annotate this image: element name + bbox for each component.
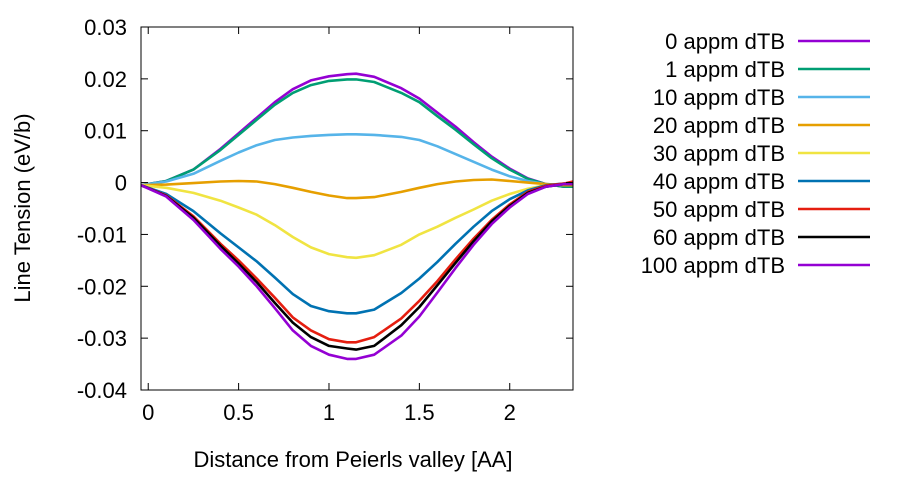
y-tick-label: 0.03 [84, 15, 127, 40]
y-tick-label: 0.01 [84, 119, 127, 144]
legend-label: 20 appm dTB [653, 113, 785, 138]
series-line-100-appm-dtb [141, 182, 573, 361]
y-tick-label: 0 [115, 171, 127, 196]
series-line-10-appm-dtb [141, 133, 573, 187]
legend-label: 60 appm dTB [653, 225, 785, 250]
x-tick-label: 1.5 [404, 400, 435, 425]
y-axis-ticks: 0.03 0.02 0.01 0 -0.01 -0.02 -0.03 -0.04 [77, 15, 573, 403]
x-axis-title: Distance from Peierls valley [AA] [193, 447, 512, 472]
plot-area-frame [140, 26, 574, 391]
legend-label: 100 appm dTB [641, 253, 785, 278]
x-axis-ticks: 0 0.5 1 1.5 2 [142, 27, 516, 425]
series-layer [141, 72, 573, 361]
x-tick-label: 1 [323, 400, 335, 425]
x-tick-label: 2 [504, 400, 516, 425]
legend-label: 1 appm dTB [665, 57, 785, 82]
legend: 0 appm dTB 1 appm dTB 10 appm dTB 20 appm d… [641, 29, 870, 278]
y-tick-label: 0.02 [84, 67, 127, 92]
y-axis-title: Line Tension (eV/b) [10, 113, 35, 302]
series-line-20-appm-dtb [141, 178, 573, 200]
x-tick-label: 0.5 [223, 400, 254, 425]
y-tick-label: -0.03 [77, 326, 127, 351]
series-line-30-appm-dtb [141, 182, 573, 260]
y-tick-label: -0.02 [77, 274, 127, 299]
x-tick-label: 0 [142, 400, 154, 425]
legend-label: 0 appm dTB [665, 29, 785, 54]
y-tick-label: -0.01 [77, 222, 127, 247]
series-line-40-appm-dtb [141, 182, 573, 315]
legend-label: 30 appm dTB [653, 141, 785, 166]
legend-label: 10 appm dTB [653, 85, 785, 110]
series-line-1-appm-dtb [141, 78, 573, 188]
y-tick-label: -0.04 [77, 378, 127, 403]
legend-label: 50 appm dTB [653, 197, 785, 222]
legend-label: 40 appm dTB [653, 169, 785, 194]
